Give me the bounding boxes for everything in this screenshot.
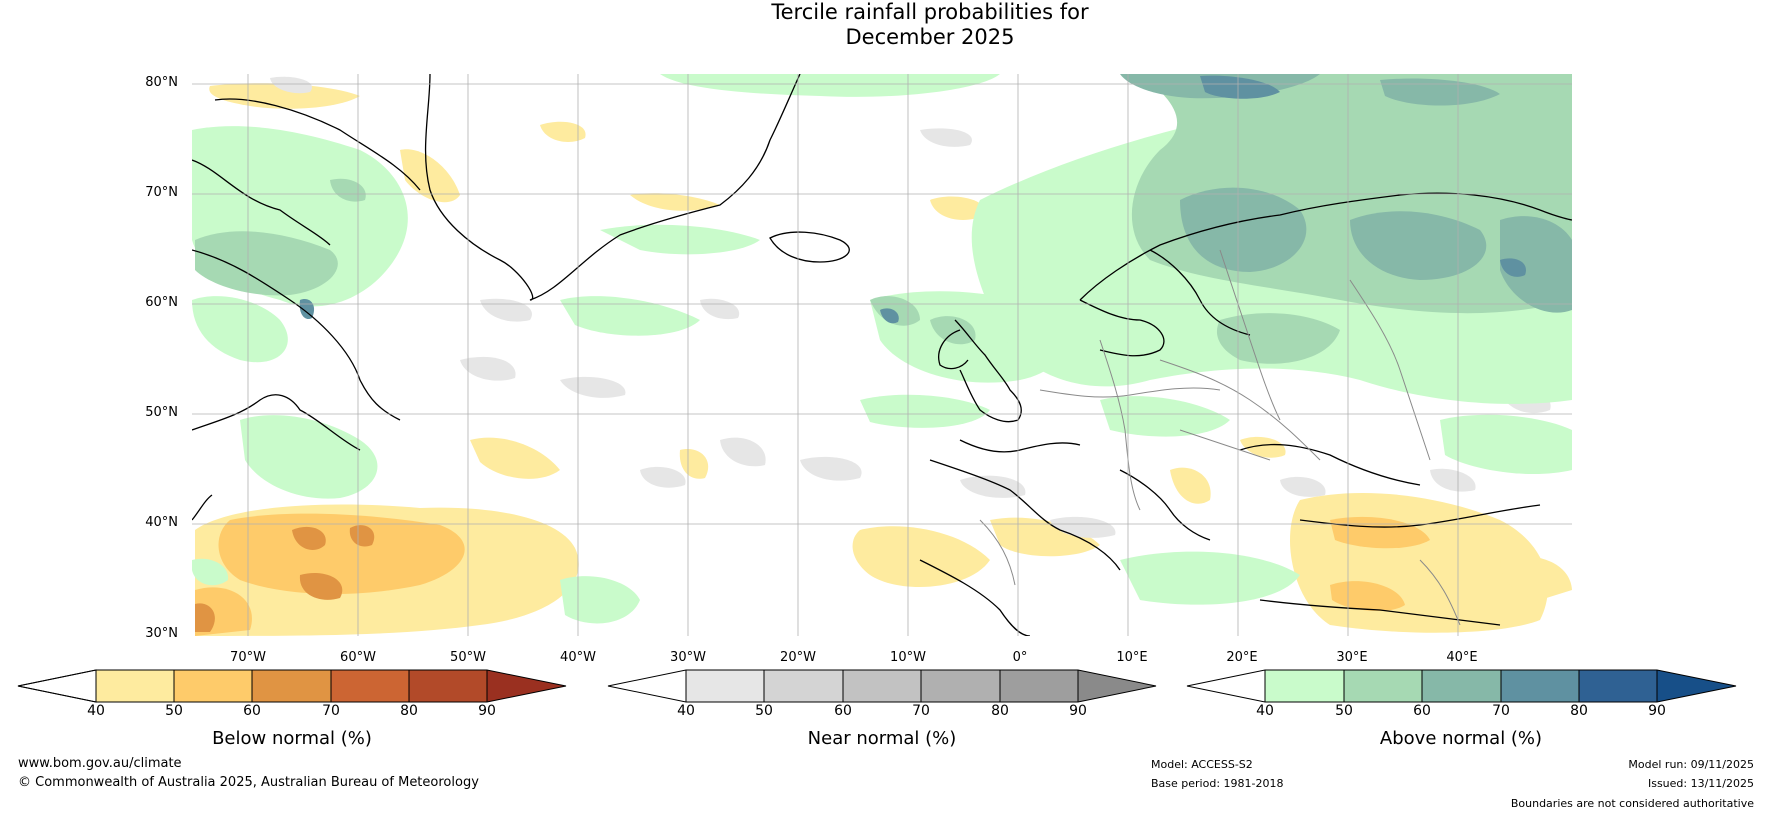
cb-above-title: Above normal (%) — [1379, 728, 1543, 749]
lat-label-60n: 60°N — [145, 295, 178, 310]
cb-below-tick-70: 70 — [322, 703, 340, 719]
lat-label-40n: 40°N — [145, 515, 178, 530]
cb-near-tick-40: 40 — [677, 703, 695, 719]
cb-above-tick-50: 50 — [1335, 703, 1353, 719]
colorbar-below-normal — [17, 669, 567, 703]
model-text: Model: ACCESS-S2 — [1151, 758, 1253, 771]
copyright-text: © Commonwealth of Australia 2025, Austra… — [18, 775, 479, 790]
graticule — [192, 74, 1572, 636]
cb-above-tick-90: 90 — [1648, 703, 1666, 719]
cb-above-tick-60: 60 — [1413, 703, 1431, 719]
country-borders — [979, 249, 1461, 626]
lon-label-10w: 10°W — [890, 650, 926, 665]
lat-label-80n: 80°N — [145, 75, 178, 90]
cb-below-tick-90: 90 — [478, 703, 496, 719]
colorbar-near-normal — [607, 669, 1157, 703]
below-normal-areas — [195, 83, 1572, 636]
lon-label-20e: 20°E — [1226, 650, 1258, 665]
cb-near-tick-90: 90 — [1069, 703, 1087, 719]
lon-label-70w: 70°W — [230, 650, 266, 665]
coastlines — [192, 74, 1572, 636]
lon-label-40w: 40°W — [560, 650, 596, 665]
lon-label-30w: 30°W — [670, 650, 706, 665]
lat-label-70n: 70°N — [145, 185, 178, 200]
lon-label-60w: 60°W — [340, 650, 376, 665]
cb-near-title: Near normal (%) — [807, 728, 957, 749]
lon-label-0: 0° — [1012, 650, 1028, 665]
chart-title: Tercile rainfall probabilities for Decem… — [0, 0, 1770, 50]
title-line-1: Tercile rainfall probabilities for — [771, 0, 1089, 24]
lon-label-30e: 30°E — [1336, 650, 1368, 665]
cb-below-tick-40: 40 — [87, 703, 105, 719]
cb-near-tick-70: 70 — [912, 703, 930, 719]
lon-label-50w: 50°W — [450, 650, 486, 665]
disclaimer-text: Boundaries are not considered authoritat… — [1510, 797, 1754, 810]
lon-label-20w: 20°W — [780, 650, 816, 665]
cb-above-tick-70: 70 — [1492, 703, 1510, 719]
lon-label-10e: 10°E — [1116, 650, 1148, 665]
lat-label-50n: 50°N — [145, 405, 178, 420]
cb-below-tick-60: 60 — [243, 703, 261, 719]
base-period-text: Base period: 1981-2018 — [1151, 777, 1284, 790]
cb-below-tick-50: 50 — [165, 703, 183, 719]
cb-below-tick-80: 80 — [400, 703, 418, 719]
model-run-text: Model run: 09/11/2025 — [1628, 758, 1754, 771]
cb-near-tick-50: 50 — [755, 703, 773, 719]
cb-below-title: Below normal (%) — [212, 728, 372, 749]
issued-text: Issued: 13/11/2025 — [1647, 777, 1754, 790]
lat-label-30n: 30°N — [145, 626, 178, 641]
lon-label-40e: 40°E — [1446, 650, 1478, 665]
map-area — [192, 74, 1572, 636]
cb-near-tick-60: 60 — [834, 703, 852, 719]
website-link[interactable]: www.bom.gov.au/climate — [18, 756, 182, 771]
colorbar-above-normal — [1186, 669, 1737, 703]
cb-above-tick-40: 40 — [1256, 703, 1274, 719]
cb-above-tick-80: 80 — [1570, 703, 1588, 719]
cb-near-tick-80: 80 — [991, 703, 1009, 719]
title-line-2: December 2025 — [845, 25, 1015, 49]
